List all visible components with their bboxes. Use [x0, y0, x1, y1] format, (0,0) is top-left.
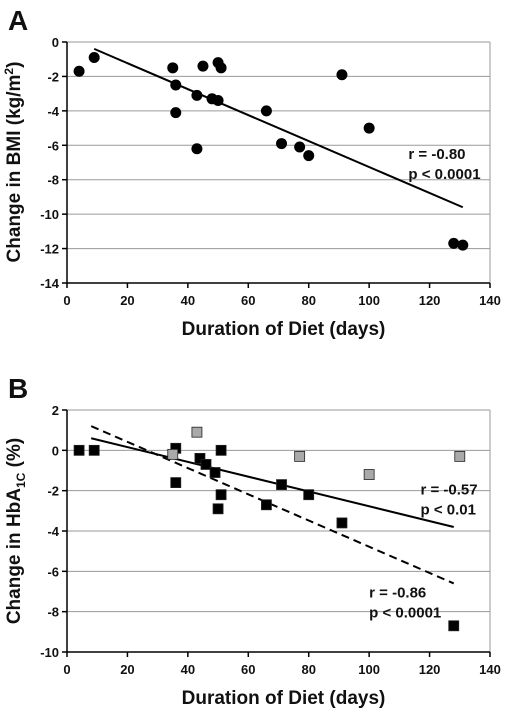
x-tick-label: 0: [63, 293, 70, 308]
data-point: [457, 239, 469, 251]
y-tick-label: -12: [40, 242, 59, 257]
data-point: [303, 489, 315, 501]
data-point: [261, 499, 272, 511]
data-point: [303, 150, 315, 162]
y-tick-label: -14: [40, 276, 60, 291]
data-point-gray: [454, 450, 466, 462]
x-tick-label: 20: [120, 293, 134, 308]
x-tick-label: 40: [181, 662, 195, 677]
data-point: [215, 62, 227, 74]
p-value-label: p < 0.01: [421, 502, 476, 519]
data-point: [212, 503, 224, 515]
x-tick-label: 60: [241, 662, 255, 677]
data-point: [167, 62, 179, 74]
x-axis-label: Duration of Diet (days): [182, 688, 386, 709]
x-tick-label: 120: [419, 662, 441, 677]
panel-letter-a: A: [8, 5, 28, 36]
x-tick-label: 80: [301, 293, 315, 308]
trendline-solid: [93, 47, 464, 209]
data-point: [191, 89, 203, 101]
x-tick-label: 20: [120, 662, 134, 677]
y-axis-label-main: Change in HbA: [4, 488, 25, 624]
y-axis-label-main: Change in BMI (kg/m: [4, 75, 25, 263]
data-point: [336, 517, 348, 529]
y-axis-label-end: ): [4, 62, 25, 68]
y-tick-label: 0: [52, 443, 59, 458]
y-axis-label-subscript: 1C: [14, 472, 28, 488]
panel-letter-b: B: [8, 373, 28, 404]
trendline-solid: [90, 437, 454, 528]
y-tick-label: -6: [47, 138, 59, 153]
data-point: [448, 620, 460, 632]
chart-panel-b: 20-2-4-6-8-100 20 40 60 80 100 120 140Duration …: [4, 403, 501, 709]
x-axis-label: Duration of Diet (days): [182, 319, 386, 340]
data-point: [194, 452, 206, 464]
data-point: [294, 141, 306, 153]
data-point-gray: [363, 469, 375, 480]
data-point: [197, 60, 209, 72]
x-tick-label: 140: [479, 662, 501, 677]
data-point-gray: [167, 448, 179, 460]
data-point: [73, 444, 85, 456]
y-axis-label: Change in HbA1C (%): [4, 438, 28, 624]
data-point: [215, 444, 227, 456]
y-axis-label: Change in BMI (kg/m2): [2, 62, 25, 263]
correlation-r-label: r = -0.86: [369, 585, 426, 602]
data-point: [212, 95, 224, 107]
y-tick-label: -10: [40, 207, 59, 222]
data-point: [260, 105, 272, 117]
x-tick-label: 100: [358, 662, 380, 677]
x-tick-label: 120: [419, 293, 441, 308]
data-point: [363, 122, 375, 134]
data-point: [170, 107, 182, 119]
p-value-label: p < 0.0001: [408, 166, 480, 183]
data-point: [448, 237, 460, 249]
y-tick-label: -2: [47, 69, 59, 84]
y-tick-label: 0: [52, 35, 59, 50]
correlation-r-label: r = -0.57: [421, 482, 478, 499]
x-tick-label: 40: [181, 293, 195, 308]
y-tick-label: 2: [52, 403, 59, 418]
y-tick-label: -2: [47, 484, 59, 499]
y-tick-label: -8: [47, 605, 59, 620]
chart-panel-a: 0-2-4-6-8-10-12-140 20 40 60 80 100 120 140Dura…: [2, 35, 501, 340]
y-tick-label: -4: [47, 524, 59, 539]
data-point: [191, 143, 203, 155]
p-value-label: p < 0.0001: [369, 605, 441, 622]
data-point: [88, 444, 100, 456]
y-tick-label: -8: [47, 173, 59, 188]
x-tick-label: 60: [241, 293, 255, 308]
x-tick-label: 140: [479, 293, 501, 308]
data-point: [73, 65, 85, 77]
x-tick-label: 0: [63, 662, 70, 677]
correlation-r-label: r = -0.80: [408, 146, 465, 163]
x-tick-label: 100: [358, 293, 380, 308]
data-point: [200, 459, 212, 470]
data-point: [209, 467, 221, 478]
y-tick-label: -4: [47, 104, 59, 119]
data-point-gray: [191, 426, 203, 438]
data-point: [336, 69, 348, 81]
trendline-dashed: [90, 425, 455, 585]
y-tick-label: -6: [47, 564, 59, 579]
x-tick-label: 80: [301, 662, 315, 677]
data-point: [215, 489, 227, 501]
data-point: [170, 79, 182, 91]
data-point: [170, 477, 182, 489]
y-tick-label: -10: [40, 645, 59, 660]
data-point: [88, 51, 100, 63]
y-axis-label-superscript: 2: [2, 68, 16, 75]
data-point-gray: [294, 450, 306, 462]
data-point: [276, 138, 288, 150]
y-axis-label-end: (%): [4, 438, 25, 473]
data-point: [276, 479, 287, 491]
